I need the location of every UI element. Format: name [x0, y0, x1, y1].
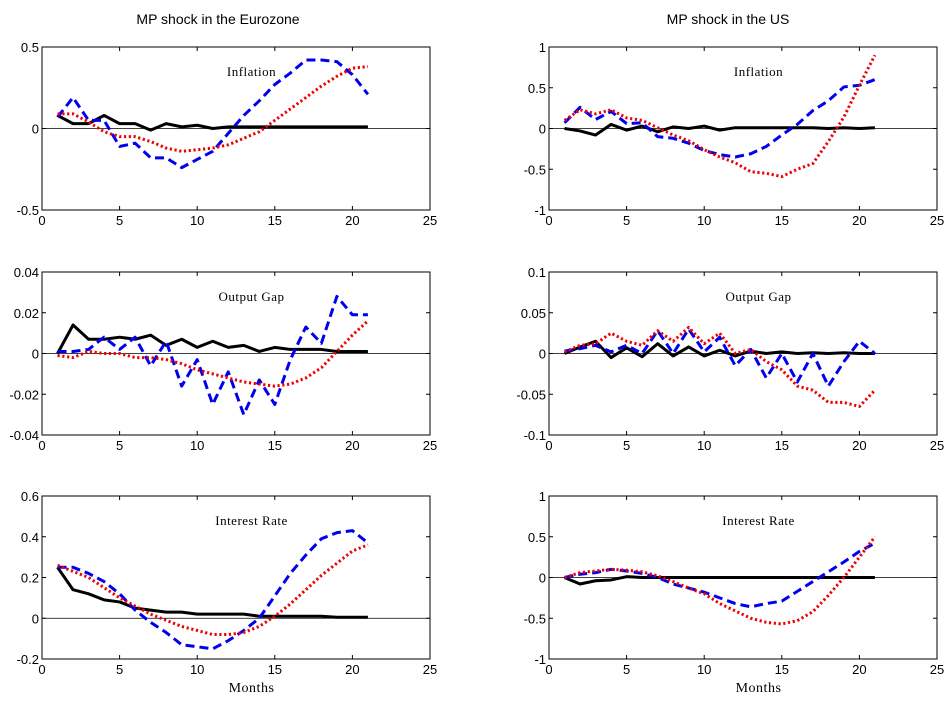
chart-panel-2: 0 5 10 15 20 25 -0.04 -0.02 0 0.02 0.04 Output Gap — [9, 265, 437, 453]
series-line-solid — [563, 575, 875, 586]
y-tick-label: 0 — [32, 611, 39, 626]
x-tick-label: 25 — [423, 662, 437, 677]
y-tick-label: 1 — [539, 489, 546, 504]
x-tick-label: 25 — [930, 662, 944, 677]
x-tick-label: 0 — [545, 213, 552, 228]
y-tick-label: -0.5 — [17, 203, 39, 218]
x-tick-label: 10 — [190, 438, 204, 453]
series-line-dotted — [56, 543, 369, 637]
plot-area — [41, 495, 431, 660]
x-tick-label: 15 — [268, 438, 282, 453]
x-tick-label: 20 — [852, 662, 866, 677]
y-tick-label: 0.02 — [14, 306, 39, 321]
y-tick-label: -0.02 — [9, 387, 39, 402]
y-tick-label: 0.5 — [21, 40, 39, 55]
series-line-solid — [56, 566, 368, 619]
panel-title: Inflation — [734, 64, 783, 79]
y-tick-label: 0.4 — [21, 530, 39, 545]
chart-panel-5: 0 5 10 15 20 25 -1 -0.5 0 0.5 1 Interest Rate Months — [524, 489, 945, 696]
x-tick-label: 0 — [38, 662, 45, 677]
panel-title: Interest Rate — [722, 513, 795, 528]
x-tick-label: 0 — [38, 213, 45, 228]
x-axis-label: Months — [229, 681, 275, 696]
x-tick-label: 15 — [775, 438, 789, 453]
y-tick-label: 0 — [32, 122, 39, 137]
x-tick-label: 5 — [623, 213, 630, 228]
x-tick-label: 15 — [775, 662, 789, 677]
x-tick-label: 5 — [116, 213, 123, 228]
series-line-solid — [563, 339, 875, 360]
series-line-solid — [56, 323, 368, 355]
x-tick-label: 10 — [190, 213, 204, 228]
x-tick-label: 15 — [775, 213, 789, 228]
y-tick-label: 0.5 — [528, 530, 546, 545]
y-tick-label: -1 — [534, 203, 546, 218]
x-tick-label: 20 — [345, 213, 359, 228]
y-tick-label: -0.05 — [516, 387, 546, 402]
chart-panel-1: 0 5 10 15 20 25 -1 -0.5 0 0.5 1 Inflation — [524, 40, 945, 228]
chart-panel-3: 0 5 10 15 20 25 -0.1 -0.05 0 0.05 0.1 Output Gap — [516, 265, 944, 453]
series-line-dashed — [57, 529, 369, 651]
x-tick-label: 5 — [116, 438, 123, 453]
column-title-us: MP shock in the US — [667, 11, 790, 27]
x-tick-label: 5 — [623, 438, 630, 453]
series-line-dashed — [564, 541, 876, 609]
x-axis-label: Months — [736, 681, 782, 696]
x-tick-label: 10 — [697, 438, 711, 453]
series-line-dotted — [57, 319, 369, 388]
y-tick-label: 0 — [539, 571, 546, 586]
series-line-dashed — [564, 327, 876, 388]
x-tick-label: 20 — [852, 213, 866, 228]
y-tick-label: 0 — [539, 122, 546, 137]
y-tick-label: -0.5 — [524, 162, 546, 177]
series-line-dotted — [563, 54, 877, 179]
y-tick-label: 0 — [539, 347, 546, 362]
x-tick-label: 5 — [623, 662, 630, 677]
series-line-solid — [56, 113, 368, 132]
y-tick-label: 0.6 — [21, 489, 39, 504]
series-line-dashed — [57, 294, 368, 417]
y-tick-label: 1 — [539, 40, 546, 55]
series-line-dotted — [57, 65, 369, 153]
y-tick-label: -0.2 — [17, 652, 39, 667]
y-tick-label: 0.04 — [14, 265, 39, 280]
y-tick-label: 0.2 — [21, 571, 39, 586]
x-tick-label: 0 — [545, 662, 552, 677]
panel-title: Inflation — [227, 64, 276, 79]
x-tick-label: 0 — [545, 438, 552, 453]
panel-title: Output Gap — [726, 289, 792, 304]
y-tick-label: 0 — [32, 347, 39, 362]
series-line-dotted — [563, 325, 877, 408]
x-tick-label: 20 — [345, 662, 359, 677]
y-tick-label: 0.5 — [528, 81, 546, 96]
x-tick-label: 25 — [930, 213, 944, 228]
x-tick-label: 15 — [268, 213, 282, 228]
x-tick-label: 10 — [190, 662, 204, 677]
y-tick-label: -0.5 — [524, 611, 546, 626]
y-tick-label: -1 — [534, 652, 546, 667]
x-tick-label: 25 — [423, 438, 437, 453]
x-tick-label: 5 — [116, 662, 123, 677]
x-tick-label: 20 — [345, 438, 359, 453]
x-tick-label: 10 — [697, 213, 711, 228]
y-tick-label: -0.04 — [9, 428, 39, 443]
x-tick-label: 20 — [852, 438, 866, 453]
y-tick-label: 0.1 — [528, 265, 546, 280]
column-title-eurozone: MP shock in the Eurozone — [136, 11, 299, 27]
x-tick-label: 10 — [697, 662, 711, 677]
series-line-solid — [564, 122, 875, 137]
y-tick-label: -0.1 — [524, 428, 546, 443]
y-tick-label: 0.05 — [521, 306, 546, 321]
x-tick-label: 25 — [423, 213, 437, 228]
series-line-dashed — [563, 78, 876, 159]
x-tick-label: 0 — [38, 438, 45, 453]
x-tick-label: 15 — [268, 662, 282, 677]
panel-title: Output Gap — [219, 289, 285, 304]
series-line-dashed — [56, 58, 370, 170]
x-tick-label: 25 — [930, 438, 944, 453]
panel-title: Interest Rate — [215, 513, 288, 528]
